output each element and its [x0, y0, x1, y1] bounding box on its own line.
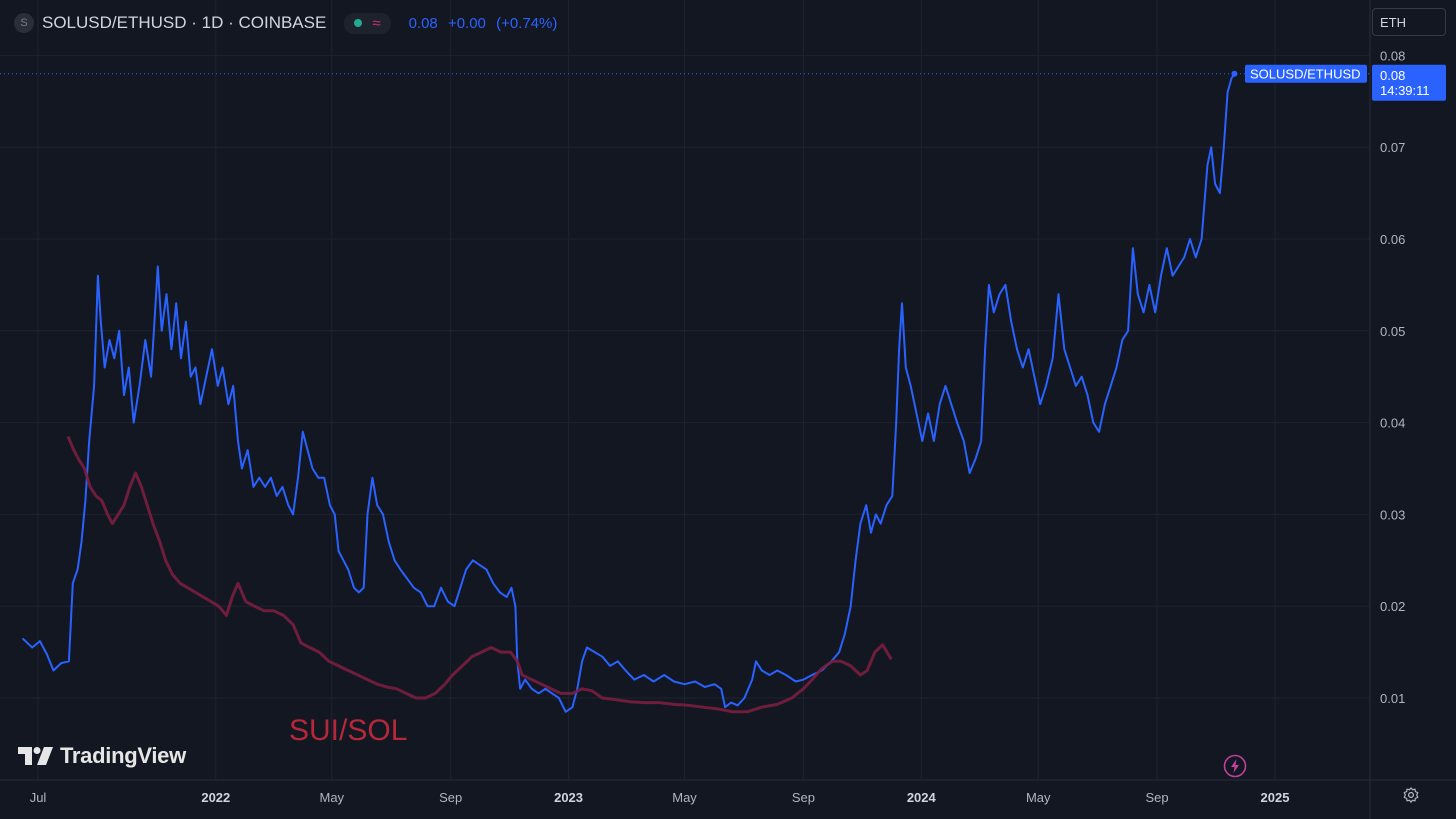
gear-icon[interactable]	[1400, 786, 1422, 808]
time-tick-label: May	[672, 790, 697, 805]
series-line-sui-sol[interactable]	[66, 435, 893, 714]
last-point-marker[interactable]	[1231, 70, 1238, 77]
time-tick-label: 2025	[1261, 790, 1290, 805]
lightning-icon[interactable]	[1223, 754, 1247, 778]
time-axis[interactable]: Jul 2022 May Sep 2023 May Sep 2024 May Sep 2025	[30, 790, 1290, 805]
change-value: +0.00	[447, 14, 486, 32]
bar-countdown: 14:39:11	[1380, 83, 1430, 98]
price-tick-label: 0.07	[1380, 140, 1405, 155]
price-tick-label: 0.05	[1380, 324, 1405, 339]
time-tick-label: 2023	[554, 790, 583, 805]
data-wave-icon: ≈	[372, 14, 381, 32]
price-axis[interactable]: 0.080.070.060.050.040.030.020.010.0814:3…	[1372, 48, 1446, 706]
price-tick-label: 0.06	[1380, 232, 1405, 247]
tradingview-wordmark: TradingView	[60, 743, 186, 768]
price-tick-label: 0.01	[1380, 691, 1405, 706]
tradingview-branding[interactable]: TradingView	[18, 743, 186, 769]
symbol-title[interactable]: SOLUSD/ETHUSD · 1D · COINBASE	[42, 13, 327, 32]
price-tick-label: 0.04	[1380, 416, 1405, 431]
symbol-logo-icon: S	[14, 13, 34, 33]
price-unit-selector[interactable]: ETH	[1372, 8, 1446, 36]
price-tick-label: 0.02	[1380, 599, 1405, 614]
chart-header: S SOLUSD/ETHUSD · 1D · COINBASE ≈ 0.08 +…	[14, 11, 563, 35]
sui-sol-series-label: SUI/SOL	[289, 714, 407, 747]
time-tick-label: Sep	[792, 790, 815, 805]
series-name-tag	[1245, 64, 1367, 83]
time-tick-label: 2024	[907, 790, 937, 805]
last-value: 0.08	[408, 14, 438, 32]
price-tick-label: 0.03	[1380, 507, 1405, 522]
series-line-solusd-ethusd[interactable]	[21, 73, 1236, 713]
last-price-badge-value: 0.08	[1380, 68, 1405, 83]
time-tick-label: May	[1026, 790, 1051, 805]
time-tick-label: Jul	[30, 790, 47, 805]
last-price-badge	[1372, 64, 1446, 101]
status-pill[interactable]: ≈	[344, 12, 391, 34]
price-tick-label: 0.08	[1380, 48, 1405, 63]
time-tick-label: Sep	[1146, 790, 1169, 805]
time-tick-label: May	[320, 790, 345, 805]
time-tick-label: Sep	[439, 790, 462, 805]
time-tick-label: 2022	[201, 790, 230, 805]
quote-values: 0.08 +0.00 (+0.74%)	[409, 15, 564, 32]
tradingview-logo-icon	[18, 747, 53, 765]
change-percent: (+0.74%)	[496, 14, 558, 32]
series-name-tag-label: SOLUSD/ETHUSD	[1250, 66, 1361, 81]
market-status-dot-icon	[354, 19, 363, 27]
plot-area[interactable]: SUI/SOL SOLUSD/ETHUSD	[21, 64, 1368, 747]
